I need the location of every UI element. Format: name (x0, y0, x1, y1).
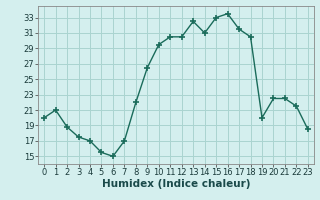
X-axis label: Humidex (Indice chaleur): Humidex (Indice chaleur) (102, 179, 250, 189)
